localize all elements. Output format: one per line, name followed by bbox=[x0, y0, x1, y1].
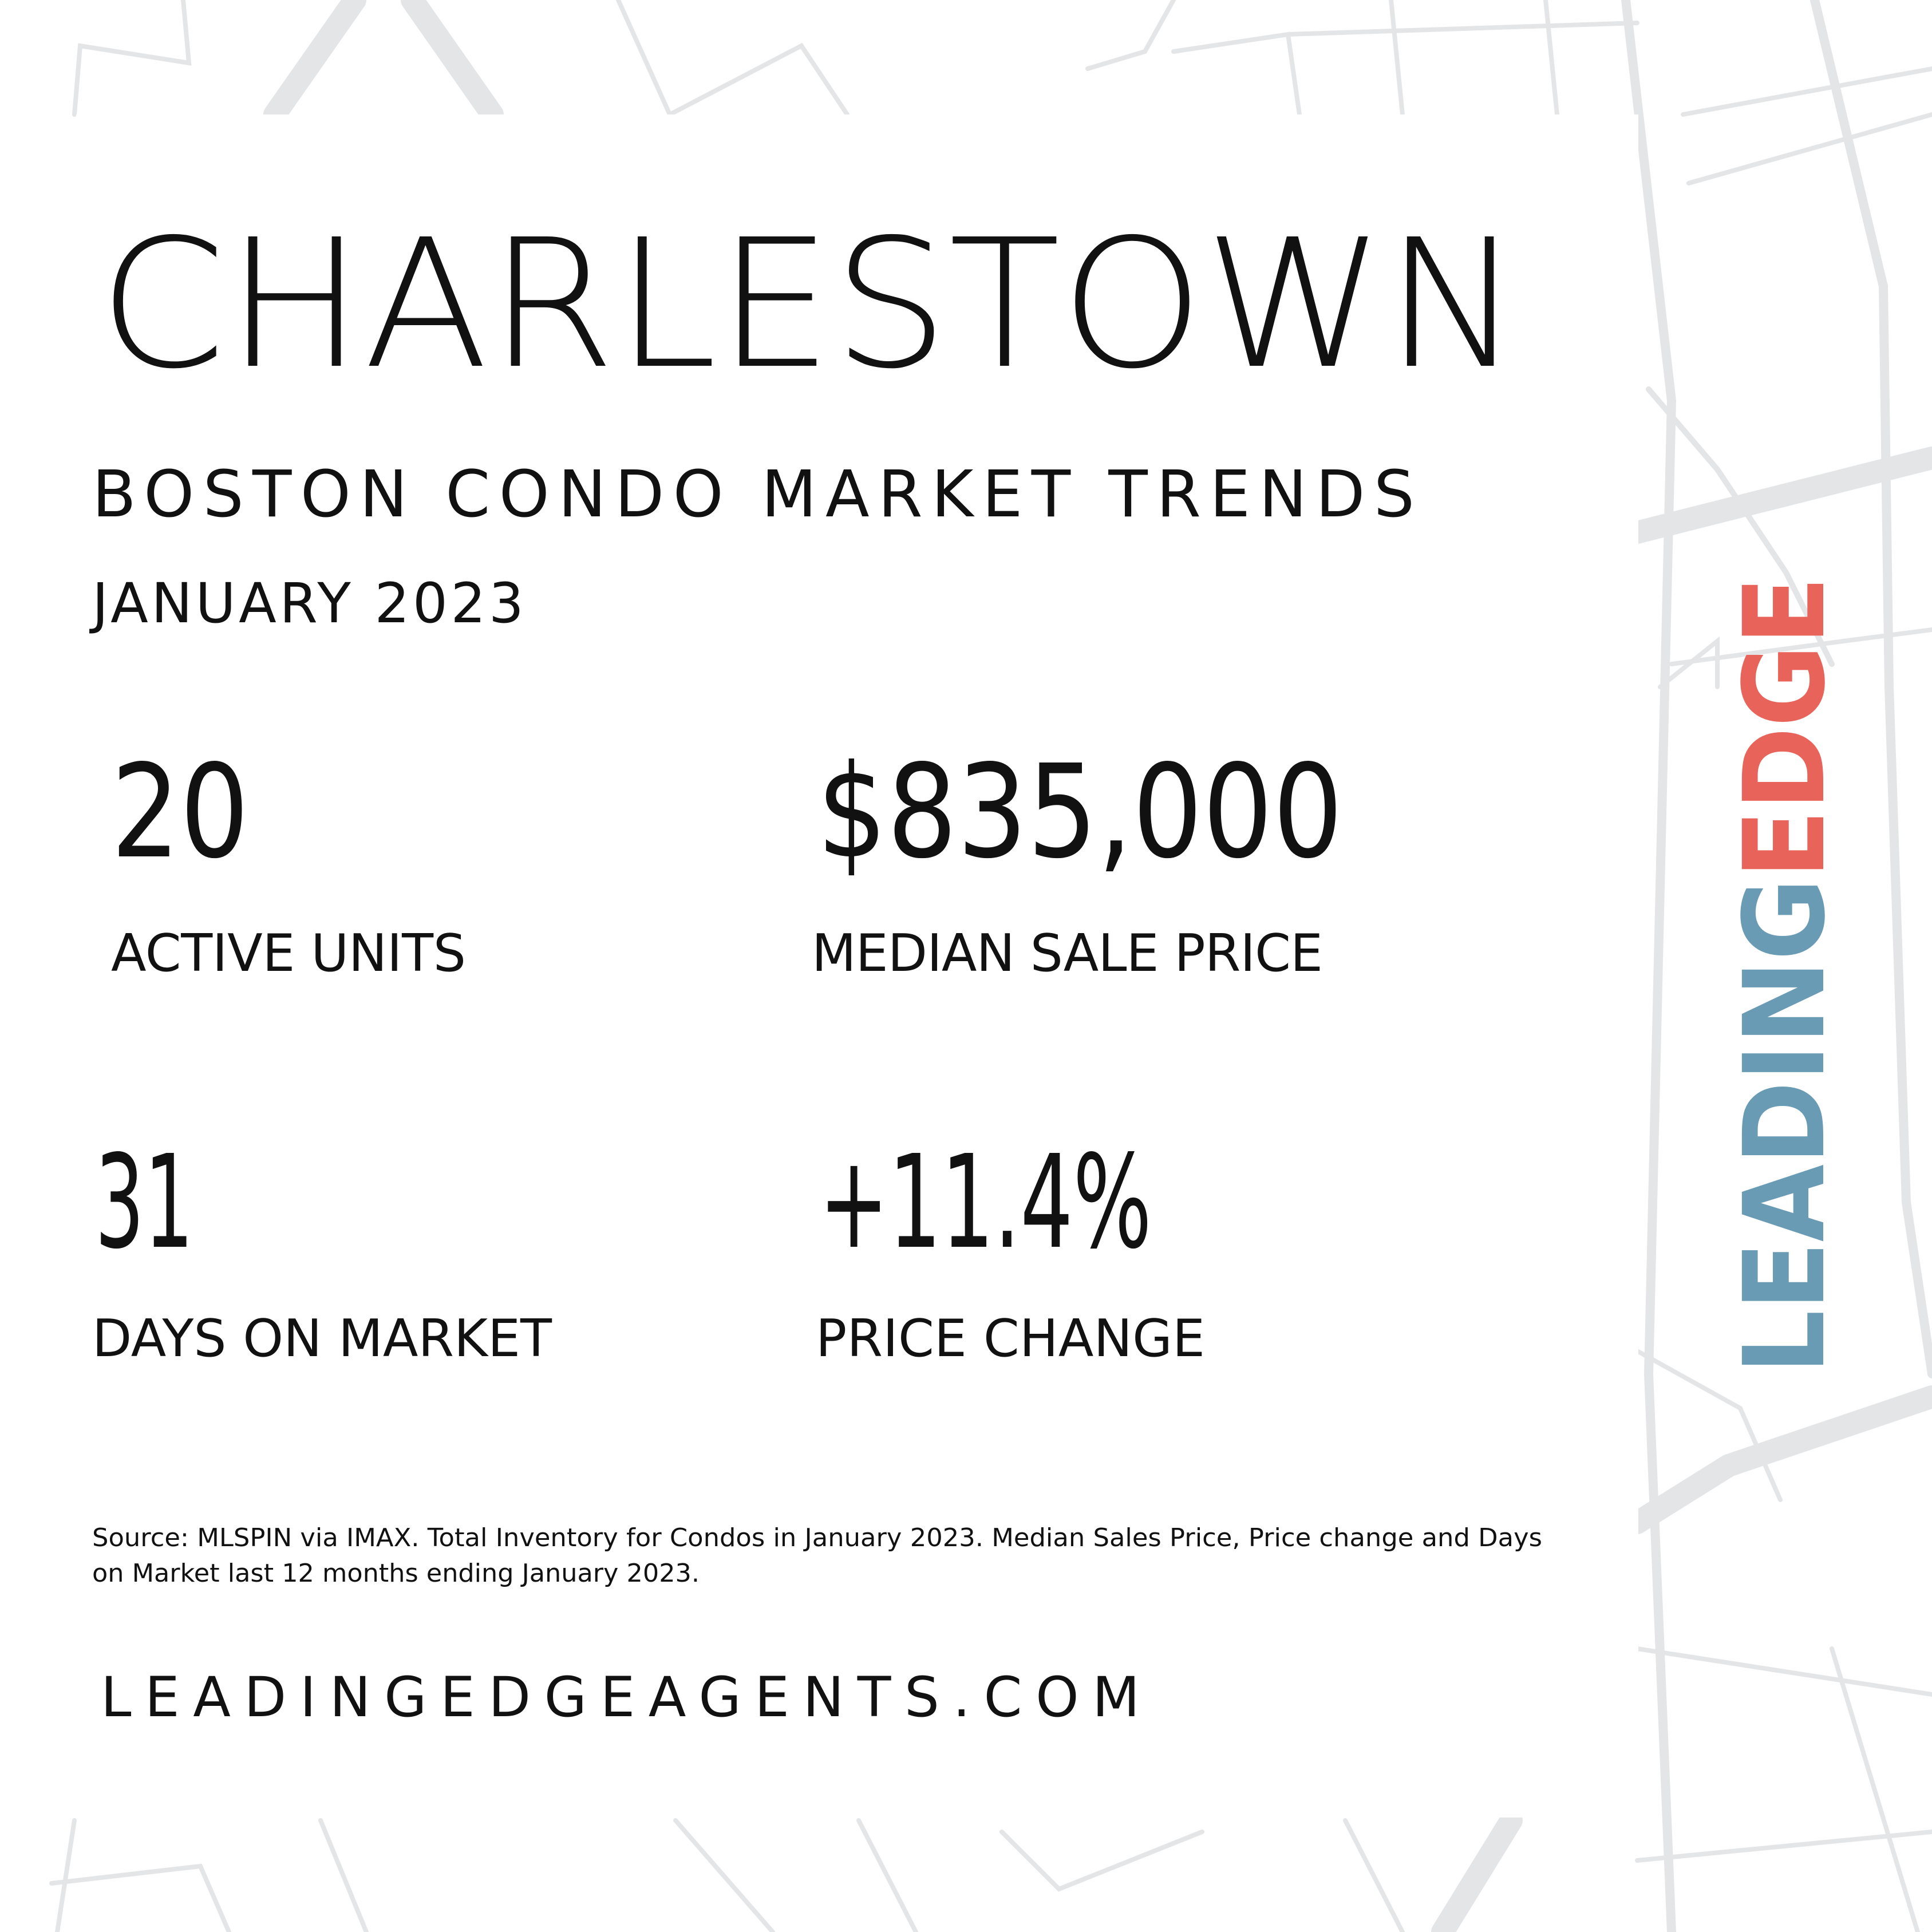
source-note: on Market last 12 months ending January … bbox=[92, 1559, 700, 1588]
content-panel bbox=[76, 114, 1638, 1818]
stat-label: DAYS ON MARKET bbox=[92, 1309, 552, 1369]
stat-label: MEDIAN SALE PRICE bbox=[812, 923, 1323, 983]
date: JANUARY 2023 bbox=[89, 571, 524, 635]
stat-label: PRICE CHANGE bbox=[816, 1309, 1205, 1369]
source-note: Source: MLSPIN via IMAX. Total Inventory… bbox=[92, 1523, 1542, 1552]
stat-value: +11.4% bbox=[819, 1128, 1152, 1278]
stat-value: 20 bbox=[111, 737, 249, 887]
website: LEADINGEDGEAGENTS.COM bbox=[101, 1665, 1140, 1729]
stat-label: ACTIVE UNITS bbox=[111, 923, 466, 983]
title: CHARLESTOWN bbox=[98, 202, 1522, 408]
map-background bbox=[49, 0, 1932, 1932]
logo-part: EDGE bbox=[1720, 576, 1850, 878]
stat-value: 31 bbox=[95, 1128, 193, 1278]
logo: LEADINGEDGE bbox=[1720, 576, 1850, 1374]
stat-value: $835,000 bbox=[817, 737, 1343, 887]
logo-part: LEADING bbox=[1720, 878, 1850, 1374]
